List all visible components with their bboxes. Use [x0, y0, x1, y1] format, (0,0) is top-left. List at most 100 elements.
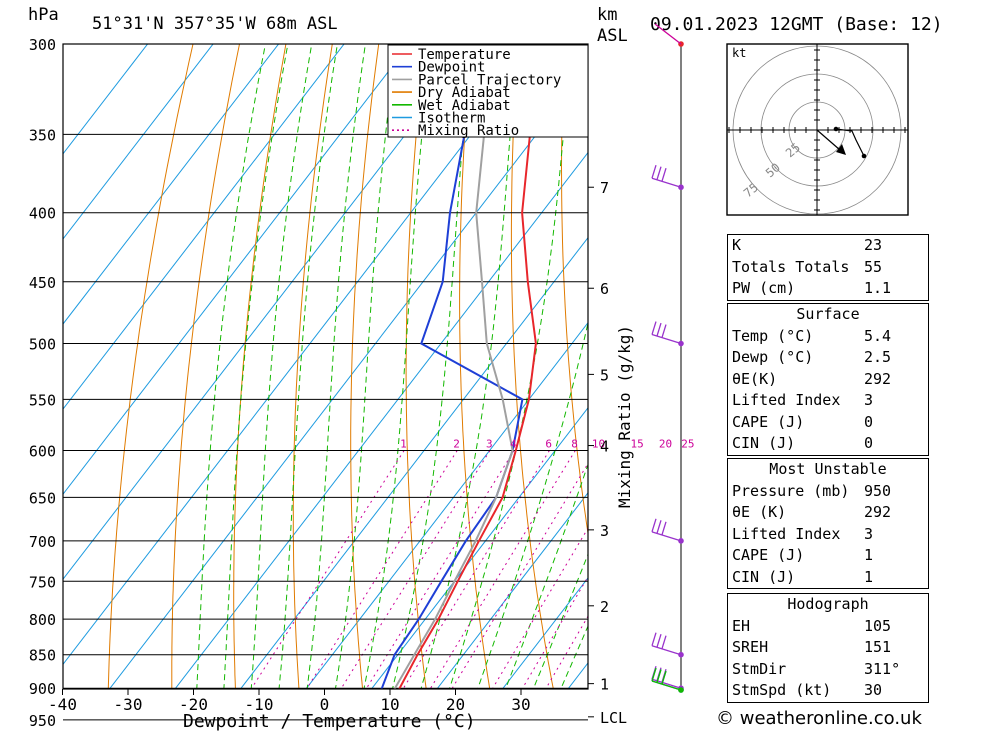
panel-row-value: 950	[864, 481, 892, 500]
storm-motion-vector	[816, 129, 841, 151]
panel-row-label: θE(K)	[732, 369, 778, 388]
wet-adiabat-line	[504, 463, 588, 689]
panel-row: K 23	[728, 235, 928, 257]
legend-entry: Temperature	[418, 47, 511, 63]
wind-barb-flag	[661, 670, 667, 685]
wet-adiabat-line	[250, 44, 313, 689]
panel-row: Temp (°C) 5.4	[728, 326, 928, 348]
wet-adiabat-line	[448, 44, 572, 689]
panel-row-label: PW (cm)	[732, 279, 796, 297]
storm-motion-arrow	[836, 144, 846, 155]
wind-barb-flag	[661, 168, 667, 182]
panel-row-label: CAPE (J)	[732, 412, 805, 431]
wet-adiabat-line	[363, 44, 433, 689]
wet-adiabat-line	[334, 44, 398, 689]
km-tick-label: 4	[600, 438, 609, 456]
panel-row: Totals Totals 55	[728, 257, 928, 279]
wind-barb-flag	[651, 165, 657, 179]
panel-row: Lifted Index 3	[728, 524, 928, 546]
panel-row-label: Lifted Index	[732, 524, 841, 543]
km-tick-label: 1	[600, 676, 609, 694]
dry-adiabat-line	[405, 44, 427, 689]
dry-adiabat-line	[924, 0, 1000, 733]
pressure-unit: hPa	[28, 5, 59, 25]
pressure-tick-label: 750	[29, 573, 56, 591]
pressure-tick-label: 950	[29, 712, 56, 730]
wet-adiabat-line	[223, 44, 289, 689]
pressure-tick-label: 600	[29, 442, 56, 460]
wind-barb-flag	[656, 322, 662, 337]
x-tick-label: 10	[380, 695, 399, 714]
panel-row-label: Dewp (°C)	[732, 348, 814, 366]
dry-adiabat-line	[107, 44, 194, 689]
panel-row: StmDir 311°	[728, 659, 928, 681]
wind-barb-flag	[661, 521, 667, 536]
wet-adiabat-line	[420, 44, 519, 689]
panel-row-value: 292	[864, 503, 892, 521]
asl-unit: ASL	[597, 26, 628, 46]
wind-barb-flag	[651, 518, 657, 533]
wind-barb-shaft	[651, 645, 682, 656]
pressure-tick-label: 900	[29, 680, 56, 698]
mixing-ratio-label: 8	[571, 438, 578, 451]
panel-row-value: 105	[864, 616, 892, 635]
isotherm-line	[63, 44, 149, 155]
panel-row-value: 23	[864, 236, 883, 254]
mixing-ratio-label: 2	[453, 438, 460, 451]
x-axis-label: Dewpoint / Temperature (°C)	[183, 711, 476, 732]
hodograph-point	[861, 153, 867, 159]
panel-title: Most Unstable	[769, 460, 887, 478]
wind-barb-shaft	[651, 680, 682, 691]
hodograph-panel: Hodograph EH 105 SREH 151 StmDir 311° StmSpd (k…	[727, 593, 929, 703]
km-tick-label: 7	[600, 179, 609, 197]
dry-adiabat-line	[968, 0, 1000, 733]
mixing-ratio-line	[365, 450, 515, 689]
panel-row: EH 105	[728, 616, 928, 638]
isotherm-line	[63, 44, 280, 325]
panel-row-value: 292	[864, 369, 892, 388]
wind-barb-top	[654, 23, 682, 45]
panel-title: Surface	[796, 305, 860, 323]
x-tick-label: 20	[446, 695, 465, 714]
location-title: 51°31'N 357°35'W 68m ASL	[92, 14, 338, 34]
panel-row-label: StmDir	[732, 659, 787, 678]
wet-adiabat-line	[278, 44, 338, 689]
mixing-ratio-line	[451, 462, 588, 689]
isotherm-line	[63, 44, 214, 240]
mixing-ratio-label: 20	[659, 438, 672, 451]
panel-row-label: Temp (°C)	[732, 326, 814, 345]
pressure-tick-label: 700	[29, 533, 56, 551]
isotherm-line	[370, 406, 588, 689]
pressure-tick-label: 550	[29, 391, 56, 409]
panel-row-value: 151	[864, 638, 892, 656]
mixing-ratio-line	[429, 450, 576, 689]
dry-adiabat-line	[510, 44, 554, 689]
mixing-ratio-label: 25	[681, 438, 694, 451]
x-tick-label: -40	[48, 695, 77, 714]
km-tick-label: LCL	[600, 709, 627, 727]
mixing-ratio-line	[521, 575, 588, 689]
panel-row-value: 1.1	[864, 279, 892, 297]
wet-adiabat-line	[560, 624, 588, 689]
isotherm-line	[108, 66, 588, 689]
wind-barb-shaft	[651, 177, 682, 188]
pressure-tick-label: 450	[29, 274, 56, 292]
datetime-title: 09.01.2023 12GMT (Base: 12)	[650, 14, 943, 35]
wind-barb-flag	[656, 520, 662, 534]
panel-row-label: Totals Totals	[732, 257, 850, 276]
panel-row: Dewp (°C) 2.5	[728, 347, 928, 369]
panel-row-label: StmSpd (kt)	[732, 681, 832, 699]
mixing-ratio-line	[250, 450, 405, 689]
wind-barb-shaft	[651, 678, 682, 689]
panel-row-value: 2.5	[864, 348, 892, 366]
pressure-tick-label: 300	[29, 36, 56, 54]
wet-adiabat-line	[532, 552, 588, 689]
isotherm-line	[501, 577, 588, 689]
mixing-ratio-label: 1	[400, 438, 407, 451]
panel-row-label: EH	[732, 616, 751, 635]
surface-panel: Surface Temp (°C) 5.4 Dewp (°C) 2.5 θE(K) 292 L…	[727, 303, 929, 456]
dry-adiabat-line	[560, 44, 588, 537]
legend-entry: Isotherm	[418, 111, 485, 127]
panel-row: PW (cm) 1.1	[728, 278, 928, 300]
legend-entry: Dry Adiabat	[418, 85, 511, 101]
